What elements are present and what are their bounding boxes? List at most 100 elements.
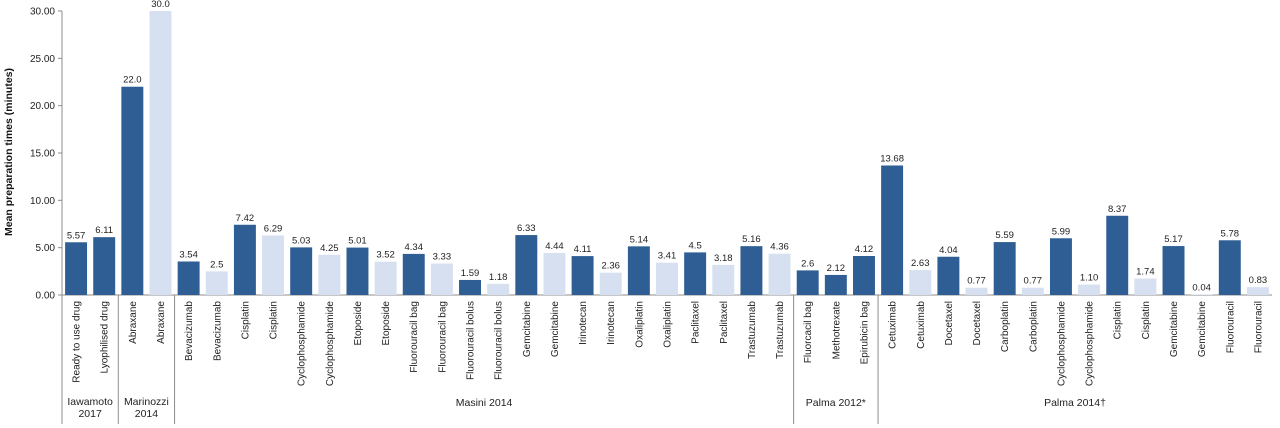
bar-dark — [121, 86, 144, 295]
bar-light — [965, 287, 988, 295]
bar-light — [656, 262, 678, 295]
x-tick-label: Paclitaxel — [719, 301, 730, 344]
data-label: 0.77 — [967, 276, 986, 287]
data-label: 5.17 — [1164, 234, 1183, 245]
bar-light — [1021, 287, 1044, 295]
x-tick-label: Irinotecan — [606, 301, 617, 345]
y-tick-label: 15.00 — [30, 149, 55, 160]
group-label: Masini 2014 — [456, 397, 513, 409]
y-tick-label: 10.00 — [30, 196, 55, 207]
bar-light — [487, 283, 510, 295]
bar-dark — [684, 252, 707, 295]
data-label: 4.34 — [404, 242, 423, 253]
x-tick-label: Cyclophosphamide — [1056, 301, 1067, 386]
x-tick-label: Paclitaxel — [691, 301, 702, 344]
bar-dark — [571, 256, 594, 295]
bar-light — [430, 263, 453, 295]
x-tick-label: Gemcitabine — [550, 301, 561, 358]
y-axis-title: Mean preparation times (minutes) — [3, 68, 15, 236]
bar-dark — [459, 279, 481, 295]
bar-light — [712, 264, 735, 295]
y-tick-label: 20.00 — [30, 101, 55, 112]
x-tick-label: Bevacizumab — [184, 301, 195, 361]
data-label: 6.11 — [95, 225, 113, 236]
data-label: 1.59 — [461, 268, 480, 279]
data-label: 2.12 — [827, 263, 846, 274]
data-label: 1.74 — [1136, 267, 1155, 278]
x-tick-label: Docetaxel — [944, 301, 955, 345]
bar-light — [909, 270, 932, 295]
x-tick-label: Gemcitabine — [522, 301, 533, 358]
data-label: 5.99 — [1052, 226, 1071, 237]
data-label: 0.83 — [1249, 275, 1268, 286]
bar-dark — [515, 235, 538, 295]
bar-dark — [1162, 246, 1185, 295]
data-label: 3.18 — [714, 253, 733, 264]
data-label: 0.04 — [1192, 282, 1211, 293]
data-label: 4.44 — [545, 241, 564, 252]
bar-dark — [824, 274, 847, 295]
data-label: 13.68 — [880, 154, 904, 165]
bar-dark — [177, 261, 200, 295]
x-tick-label: Irinotecan — [578, 301, 589, 345]
x-tick-label: Cisplatin — [269, 301, 280, 339]
bar-dark — [1106, 215, 1129, 295]
data-label: 2.63 — [911, 258, 930, 269]
x-tick-label: Fluorouracil — [1253, 301, 1264, 353]
data-label: 4.36 — [770, 242, 789, 253]
bar-light — [1190, 294, 1213, 295]
data-label: 3.52 — [376, 250, 395, 261]
y-tick-label: 25.00 — [30, 54, 55, 65]
bar-light — [1246, 287, 1269, 295]
x-tick-label: Cetuximab — [888, 301, 899, 349]
x-tick-label: Ready to use drug — [72, 301, 83, 383]
data-label: 5.01 — [348, 236, 367, 247]
data-label: 5.14 — [630, 234, 649, 245]
data-label: 6.29 — [264, 223, 283, 234]
x-tick-label: Fluorouracil bolus — [466, 301, 477, 380]
x-tick-label: Fluorouracil bolus — [494, 301, 505, 380]
group-label: Marinozzi — [124, 396, 169, 408]
x-tick-label: Trastuzumab — [747, 301, 758, 359]
x-tick-label: Bevacizumab — [212, 301, 223, 361]
data-label: 5.78 — [1221, 228, 1240, 239]
data-label: 30.0 — [151, 0, 170, 10]
y-tick-label: 30.00 — [30, 7, 55, 18]
bar-light — [205, 271, 228, 295]
data-label: 2.6 — [801, 258, 814, 269]
data-label: 3.33 — [433, 251, 452, 262]
x-tick-label: Cisplatin — [1141, 301, 1152, 339]
x-tick-label: Cyclophosphamide — [1085, 301, 1096, 386]
x-tick-label: Fluorouracil bag — [409, 301, 420, 373]
x-tick-label: Cyclophosphamide — [325, 301, 336, 386]
bar-light — [1078, 284, 1101, 295]
bar-dark — [881, 165, 904, 295]
data-label: 2.36 — [601, 261, 620, 272]
bar-light — [599, 272, 622, 295]
group-label: 2014 — [135, 408, 159, 420]
bar-dark — [627, 246, 650, 295]
data-label: 3.54 — [179, 249, 198, 260]
bar-dark — [402, 253, 425, 295]
x-tick-label: Carboplatin — [1028, 301, 1039, 352]
x-tick-label: Abraxane — [128, 301, 139, 344]
data-label: 1.18 — [489, 272, 508, 283]
x-tick-label: Gemcitabine — [1169, 301, 1180, 358]
x-tick-label: Docetaxel — [972, 301, 983, 345]
group-label: Iawamoto — [67, 396, 113, 408]
bar-dark — [796, 270, 819, 295]
x-tick-label: Abraxane — [156, 301, 167, 344]
data-label: 4.11 — [574, 244, 592, 255]
data-label: 0.77 — [1024, 276, 1043, 287]
x-tick-label: Methotrexate — [831, 301, 842, 360]
bar-dark — [1049, 238, 1072, 295]
y-tick-label: 5.00 — [36, 243, 56, 254]
y-tick-label: 0.00 — [36, 291, 56, 302]
category-labels: Ready to use drug Lyophilised drug Abraxan… — [72, 301, 1265, 387]
data-label: 22.0 — [123, 75, 142, 86]
bar-light — [543, 252, 566, 295]
group-label: 2017 — [78, 408, 102, 420]
bar-light — [374, 261, 397, 295]
